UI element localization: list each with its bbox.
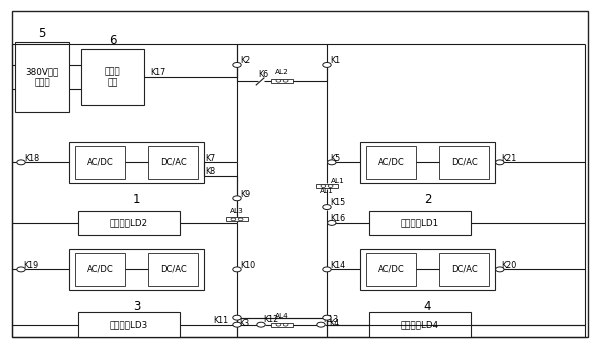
Text: 第四负荷LD4: 第四负荷LD4 [401,320,439,329]
Circle shape [231,218,236,221]
Bar [15,42,69,112]
Text: K19: K19 [23,261,38,270]
Bar [148,253,198,286]
Text: 第三负荷LD3: 第三负荷LD3 [110,320,148,329]
Text: K8: K8 [205,167,215,176]
Circle shape [496,160,504,165]
Bar [75,146,125,179]
Text: 1: 1 [133,193,140,206]
Text: K10: K10 [240,261,255,270]
Text: K2: K2 [240,56,250,65]
Circle shape [276,323,281,326]
Circle shape [323,205,331,210]
Bar [78,312,180,337]
Text: K9: K9 [240,190,250,199]
Text: 2: 2 [424,193,431,206]
Text: 3: 3 [133,300,140,313]
Circle shape [323,315,331,320]
Text: DC/AC: DC/AC [160,158,187,167]
Circle shape [496,267,504,272]
Circle shape [276,79,281,82]
Text: AC/DC: AC/DC [377,158,404,167]
Bar [69,142,204,183]
Text: AL1: AL1 [320,188,334,194]
Text: K5: K5 [330,154,340,163]
Circle shape [328,160,336,165]
Text: K4: K4 [329,319,339,329]
Text: AL2: AL2 [275,69,289,75]
Bar [366,253,416,286]
Text: K13: K13 [323,315,338,324]
Text: 第一负荷LD1: 第一负荷LD1 [401,218,439,227]
Bar [439,253,489,286]
Bar [369,211,471,235]
Text: AL1: AL1 [331,178,345,184]
Text: 6: 6 [109,34,116,47]
Circle shape [283,323,288,326]
Text: AC/DC: AC/DC [377,265,404,274]
Bar [81,49,144,105]
Text: K14: K14 [330,261,345,270]
Bar [366,146,416,179]
Text: DC/AC: DC/AC [451,158,478,167]
Text: K12: K12 [263,315,278,324]
Text: AL3: AL3 [230,208,244,214]
Text: K21: K21 [501,154,516,163]
Bar [271,79,293,82]
Circle shape [233,322,241,327]
Bar [360,142,495,183]
Text: K17: K17 [150,68,165,77]
Circle shape [317,322,325,327]
Text: 电网模
拟器: 电网模 拟器 [104,67,121,87]
Text: K6: K6 [258,70,268,79]
Text: AC/DC: AC/DC [86,265,113,274]
Circle shape [233,315,241,320]
Bar [316,184,338,188]
Text: 380V交流
配电柜: 380V交流 配电柜 [25,67,59,87]
Text: DC/AC: DC/AC [160,265,187,274]
Text: AC/DC: AC/DC [86,158,113,167]
Text: K20: K20 [501,261,516,270]
Circle shape [283,79,288,82]
Circle shape [17,160,25,165]
Bar [369,312,471,337]
Text: K15: K15 [330,198,345,207]
Bar [439,146,489,179]
Text: DC/AC: DC/AC [451,265,478,274]
Bar [148,146,198,179]
Bar [226,217,248,221]
Bar [75,253,125,286]
Text: 4: 4 [424,300,431,313]
Text: K1: K1 [330,56,340,65]
Circle shape [323,62,331,67]
Circle shape [328,220,336,225]
Text: K7: K7 [205,154,215,163]
Text: K3: K3 [239,319,249,329]
Circle shape [321,185,326,187]
Circle shape [323,267,331,272]
Text: AL4: AL4 [275,313,289,319]
Bar [271,323,293,326]
Text: 5: 5 [38,27,46,40]
Circle shape [257,322,265,327]
Circle shape [233,267,241,272]
Text: K16: K16 [330,214,345,223]
Circle shape [328,185,333,187]
Bar [78,211,180,235]
Circle shape [238,218,243,221]
Text: K18: K18 [24,154,39,163]
Text: 第二负荷LD2: 第二负荷LD2 [110,218,148,227]
Text: K11: K11 [213,316,228,325]
Bar [69,249,204,290]
Bar [360,249,495,290]
Circle shape [233,196,241,201]
Circle shape [233,62,241,67]
Circle shape [17,267,25,272]
